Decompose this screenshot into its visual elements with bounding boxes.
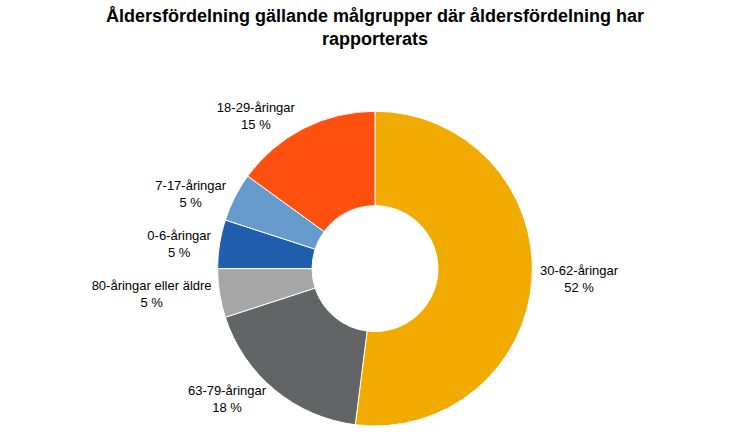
svg-text:Åldersfördelning gällande målg: Åldersfördelning gällande målgrupper där… [106, 6, 644, 49]
svg-text:7-17-åringar5 %: 7-17-åringar5 % [155, 178, 226, 210]
svg-text:80-åringar eller äldre5 %: 80-åringar eller äldre5 % [92, 278, 212, 310]
svg-text:30-62-åringar52 %: 30-62-åringar52 % [540, 263, 619, 295]
svg-text:18-29-åringar15 %: 18-29-åringar15 % [217, 100, 296, 132]
svg-text:0-6-åringar5 %: 0-6-åringar5 % [147, 228, 211, 260]
svg-text:63-79-åringar18 %: 63-79-åringar18 % [188, 383, 267, 415]
